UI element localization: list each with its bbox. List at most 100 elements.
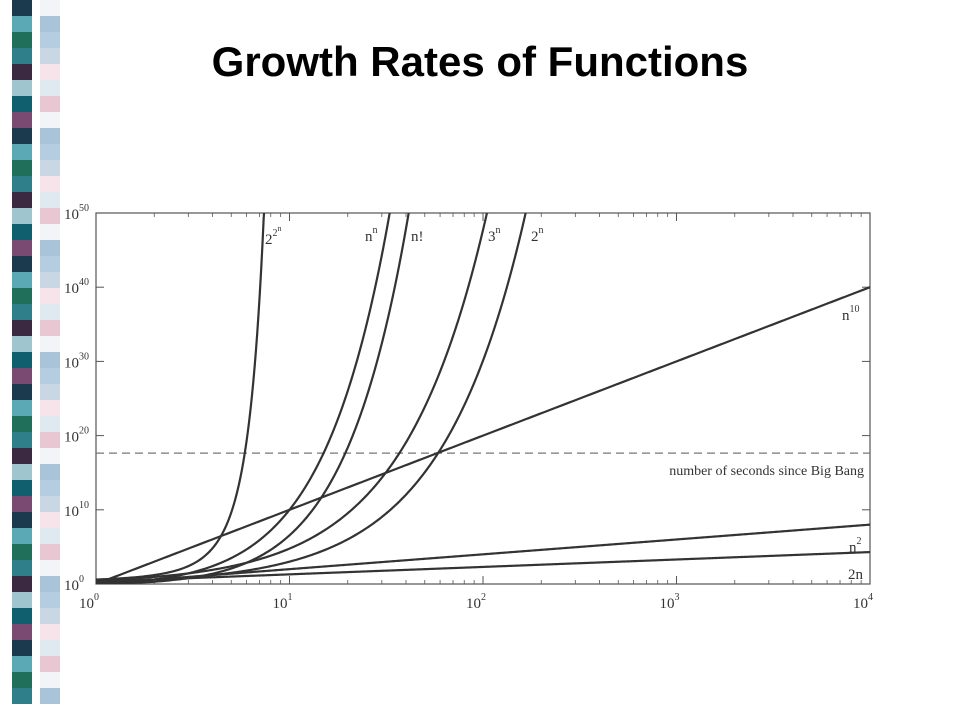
decorative-tile-dark — [12, 96, 32, 112]
decorative-tile-dark — [12, 464, 32, 480]
decorative-tile-dark — [12, 560, 32, 576]
decorative-tile-light — [40, 416, 60, 432]
decorative-tile-light — [40, 544, 60, 560]
decorative-tile-dark — [12, 368, 32, 384]
decorative-tile-light — [40, 512, 60, 528]
decorative-tile-dark — [12, 304, 32, 320]
decorative-tile-light — [40, 208, 60, 224]
series-label-n-: n! — [411, 229, 424, 245]
decorative-tile-dark — [12, 352, 32, 368]
series-line-n-2 — [96, 523, 870, 584]
decorative-tile-dark — [12, 448, 32, 464]
decorative-tile-dark — [12, 48, 32, 64]
decorative-tile-dark — [12, 192, 32, 208]
decorative-tile-dark — [12, 256, 32, 272]
decorative-tile-light — [40, 432, 60, 448]
decorative-tile-dark — [12, 608, 32, 624]
decorative-tile-light — [40, 352, 60, 368]
series-line-3-n — [96, 213, 489, 582]
series-line-n- — [96, 213, 410, 584]
decorative-tile-light — [40, 0, 60, 16]
series-line-2-n — [96, 213, 527, 583]
decorative-tile-light — [40, 256, 60, 272]
decorative-tile-dark — [12, 544, 32, 560]
x-tick-label: 104 — [853, 592, 873, 612]
series-label-n-10: n10 — [842, 304, 860, 324]
y-tick-label: 1030 — [64, 351, 89, 371]
decorative-tile-light — [40, 640, 60, 656]
decorative-tile-light — [40, 240, 60, 256]
decorative-tile-dark — [12, 16, 32, 32]
decorative-tile-light — [40, 112, 60, 128]
decorative-tile-dark — [12, 496, 32, 512]
decorative-tile-dark — [12, 144, 32, 160]
decorative-tile-dark — [12, 112, 32, 128]
decorative-tile-dark — [12, 624, 32, 640]
decorative-tile-dark — [12, 80, 32, 96]
decorative-tile-light — [40, 128, 60, 144]
decorative-tile-light — [40, 480, 60, 496]
series-line-2-2-n- — [96, 213, 266, 581]
decorative-tile-light — [40, 320, 60, 336]
decorative-tile-light — [40, 400, 60, 416]
decorative-tile-light — [40, 528, 60, 544]
decorative-tile-dark — [12, 672, 32, 688]
decorative-tile-light — [40, 64, 60, 80]
series-line-2n — [96, 550, 870, 583]
decorative-tile-dark — [12, 320, 32, 336]
decorative-tile-dark — [12, 512, 32, 528]
y-tick-label: 100 — [64, 574, 84, 594]
decorative-tile-light — [40, 496, 60, 512]
decorative-tile-light — [40, 32, 60, 48]
decorative-tile-dark — [12, 384, 32, 400]
x-tick-label: 103 — [660, 592, 680, 612]
y-tick-label: 1040 — [64, 277, 89, 297]
decorative-tile-light — [40, 304, 60, 320]
big-bang-reference-label: number of seconds since Big Bang — [669, 464, 864, 479]
decorative-tile-light — [40, 448, 60, 464]
y-tick-label: 1020 — [64, 426, 89, 446]
decorative-tile-dark — [12, 240, 32, 256]
decorative-tile-light — [40, 96, 60, 112]
series-line-n-10 — [96, 286, 870, 584]
decorative-tile-dark — [12, 400, 32, 416]
decorative-tile-light — [40, 272, 60, 288]
x-tick-label: 100 — [79, 592, 99, 612]
x-tick-label: 102 — [466, 592, 486, 612]
decorative-tile-light — [40, 144, 60, 160]
decorative-tile-light — [40, 160, 60, 176]
decorative-tile-light — [40, 384, 60, 400]
decorative-tile-dark — [12, 656, 32, 672]
y-tick-label: 1010 — [64, 500, 89, 520]
decorative-tile-dark — [12, 592, 32, 608]
decorative-tile-light — [40, 672, 60, 688]
decorative-tile-light — [40, 576, 60, 592]
decorative-tile-dark — [12, 528, 32, 544]
decorative-tile-dark — [12, 288, 32, 304]
decorative-tile-dark — [12, 416, 32, 432]
decorative-tile-dark — [12, 32, 32, 48]
decorative-tile-light — [40, 224, 60, 240]
series-label-2-2-n-: 22n — [265, 224, 282, 248]
decorative-tile-light — [40, 624, 60, 640]
decorative-tile-dark — [12, 64, 32, 80]
decorative-tile-light — [40, 592, 60, 608]
decorative-tile-dark — [12, 208, 32, 224]
decorative-tile-light — [40, 656, 60, 672]
plot-frame — [95, 212, 871, 585]
series-label-2-n: 2n — [531, 225, 544, 245]
decorative-tile-light — [40, 192, 60, 208]
decorative-tile-dark — [12, 272, 32, 288]
decorative-tile-light — [40, 464, 60, 480]
decorative-tile-dark — [12, 576, 32, 592]
decorative-tile-light — [40, 336, 60, 352]
series-label-2n: 2n — [848, 567, 864, 583]
decorative-tile-light — [40, 16, 60, 32]
decorative-tile-dark — [12, 0, 32, 16]
decorative-tile-light — [40, 48, 60, 64]
decorative-tile-dark — [12, 224, 32, 240]
decorative-tile-light — [40, 368, 60, 384]
x-tick-label: 101 — [273, 592, 293, 612]
decorative-tile-light — [40, 176, 60, 192]
